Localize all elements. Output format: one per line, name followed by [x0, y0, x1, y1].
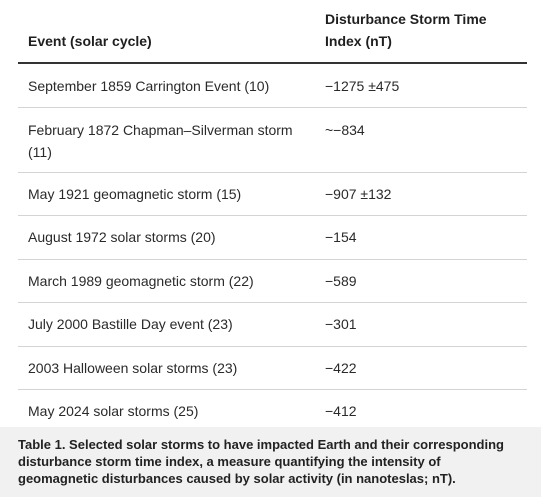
dst-cell: −154 — [325, 229, 357, 245]
event-cell: July 2000 Bastille Day event (23) — [28, 316, 233, 332]
dst-cell: −412 — [325, 403, 357, 419]
dst-cell: −422 — [325, 360, 357, 376]
table-row: May 2024 solar storms (25) −412 — [18, 390, 527, 433]
header-event: Event (solar cycle) — [28, 33, 152, 49]
table-row: March 1989 geomagnetic storm (22) −589 — [18, 260, 527, 303]
event-cell: September 1859 Carrington Event (10) — [28, 78, 270, 94]
event-cell: August 1972 solar storms (20) — [28, 229, 216, 245]
event-cell: February 1872 Chapman–Silverman storm (1… — [28, 122, 293, 160]
table-row: August 1972 solar storms (20) −154 — [18, 216, 527, 260]
event-cell: 2003 Halloween solar storms (23) — [28, 360, 238, 376]
table-row: February 1872 Chapman–Silverman storm (1… — [18, 108, 527, 173]
dst-cell: −589 — [325, 273, 357, 289]
dst-cell: −1275 ±475 — [325, 78, 400, 94]
table-row: May 1921 geomagnetic storm (15) −907 ±13… — [18, 173, 527, 216]
event-cell: May 1921 geomagnetic storm (15) — [28, 186, 242, 202]
table-row: July 2000 Bastille Day event (23) −301 — [18, 303, 527, 347]
storm-table: Event (solar cycle) Disturbance Storm Ti… — [18, 0, 527, 433]
table-caption: Table 1. Selected solar storms to have i… — [0, 427, 541, 497]
header-dst-index: Disturbance Storm Time Index (nT) — [325, 11, 487, 49]
dst-cell: −301 — [325, 316, 357, 332]
dst-cell: −907 ±132 — [325, 186, 392, 202]
dst-cell: ~−834 — [325, 122, 365, 138]
event-cell: May 2024 solar storms (25) — [28, 403, 199, 419]
table-row: 2003 Halloween solar storms (23) −422 — [18, 347, 527, 390]
event-cell: March 1989 geomagnetic storm (22) — [28, 273, 254, 289]
table-header-row: Event (solar cycle) Disturbance Storm Ti… — [18, 0, 527, 64]
table-row: September 1859 Carrington Event (10) −12… — [18, 64, 527, 108]
